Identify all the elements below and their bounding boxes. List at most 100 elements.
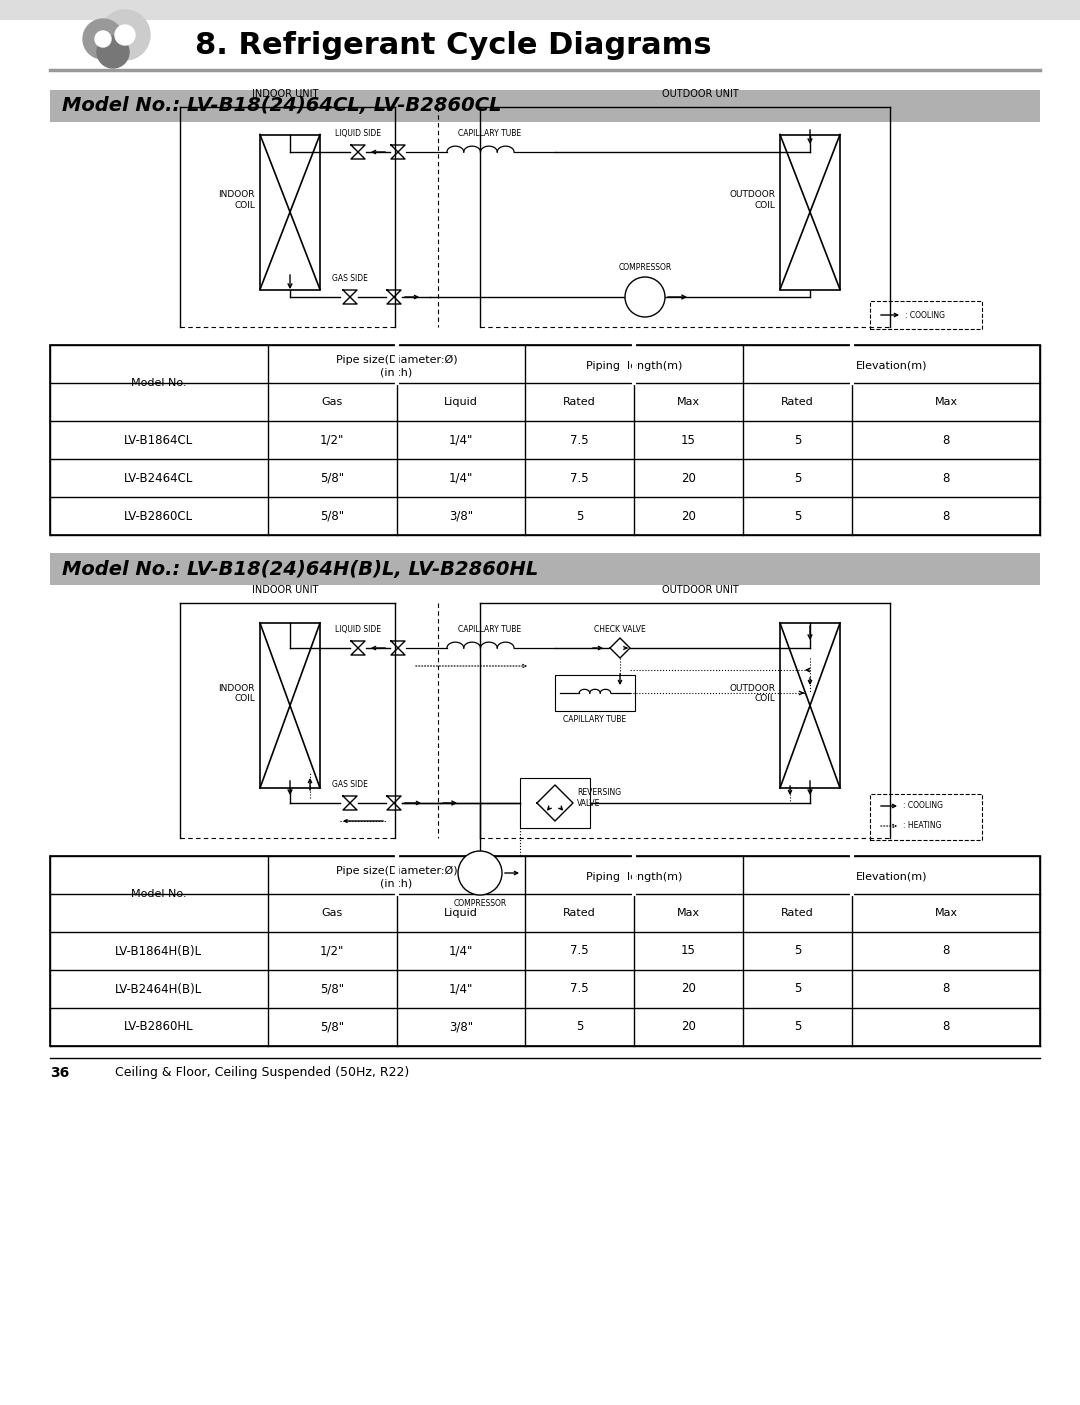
Text: GAS SIDE: GAS SIDE (332, 780, 368, 790)
Text: 5/8": 5/8" (320, 1020, 345, 1034)
Text: OUTDOOR UNIT: OUTDOOR UNIT (662, 584, 739, 594)
Text: 36: 36 (50, 1066, 69, 1080)
Circle shape (458, 851, 502, 895)
Text: (inch): (inch) (380, 878, 413, 888)
Text: 5/8": 5/8" (320, 510, 345, 523)
Text: Rated: Rated (781, 908, 814, 917)
Text: OUTDOOR
COIL: OUTDOOR COIL (729, 684, 775, 702)
Text: 7.5: 7.5 (570, 472, 589, 485)
Text: 8: 8 (942, 982, 949, 996)
Bar (780, 135, 840, 289)
Text: LIQUID SIDE: LIQUID SIDE (335, 625, 381, 634)
Text: 7.5: 7.5 (570, 944, 589, 957)
Text: Model No.: LV-B18(24)64H(B)L, LV-B2860HL: Model No.: LV-B18(24)64H(B)L, LV-B2860HL (62, 559, 538, 579)
Bar (260, 135, 320, 289)
Bar (555, 674, 635, 711)
Text: : HEATING: : HEATING (903, 822, 942, 830)
Text: LV-B1864CL: LV-B1864CL (124, 434, 193, 447)
Text: 3/8": 3/8" (449, 1020, 473, 1034)
Text: Model No.: Model No. (131, 378, 187, 388)
Text: Pipe size(Diameter:Ø): Pipe size(Diameter:Ø) (336, 865, 457, 875)
Text: 1/2": 1/2" (320, 434, 345, 447)
Text: Elevation(m): Elevation(m) (855, 873, 928, 882)
Text: LV-B2860HL: LV-B2860HL (124, 1020, 193, 1034)
Text: 5: 5 (794, 982, 801, 996)
Text: 8: 8 (942, 944, 949, 957)
Text: 5: 5 (794, 944, 801, 957)
Bar (870, 301, 982, 329)
Circle shape (97, 37, 129, 67)
Circle shape (114, 25, 135, 45)
Text: 8: 8 (942, 434, 949, 447)
Text: 15: 15 (681, 434, 696, 447)
Text: Pipe size(Diameter:Ø): Pipe size(Diameter:Ø) (336, 354, 457, 364)
Text: LV-B2464CL: LV-B2464CL (124, 472, 193, 485)
Bar (50, 346, 1040, 535)
Text: 20: 20 (681, 1020, 696, 1034)
Text: LV-B1864H(B)L: LV-B1864H(B)L (116, 944, 202, 957)
Text: Rated: Rated (564, 398, 596, 407)
Text: 7.5: 7.5 (570, 982, 589, 996)
Text: : COOLING: : COOLING (903, 801, 943, 811)
Text: LIQUID SIDE: LIQUID SIDE (335, 129, 381, 138)
Text: CAPILLARY TUBE: CAPILLARY TUBE (458, 129, 522, 138)
Text: INDOOR
COIL: INDOOR COIL (218, 190, 255, 209)
Text: 1/4": 1/4" (448, 982, 473, 996)
Text: (inch): (inch) (380, 367, 413, 378)
Text: 5/8": 5/8" (320, 472, 345, 485)
Text: 7.5: 7.5 (570, 434, 589, 447)
Text: 1/2": 1/2" (320, 944, 345, 957)
Text: 5: 5 (794, 1020, 801, 1034)
Text: 5: 5 (794, 510, 801, 523)
Bar (519, 778, 590, 828)
Text: GAS SIDE: GAS SIDE (332, 274, 368, 282)
Text: 5/8": 5/8" (320, 982, 345, 996)
Text: CAPILLARY TUBE: CAPILLARY TUBE (458, 625, 522, 634)
Text: 8: 8 (942, 472, 949, 485)
Text: 5: 5 (576, 1020, 583, 1034)
Text: 20: 20 (681, 472, 696, 485)
Text: Max: Max (934, 398, 958, 407)
Text: Liquid: Liquid (444, 398, 477, 407)
Text: INDOOR UNIT: INDOOR UNIT (252, 584, 319, 594)
Text: Liquid: Liquid (444, 908, 477, 917)
Text: 1/4": 1/4" (448, 434, 473, 447)
Text: Ceiling & Floor, Ceiling Suspended (50Hz, R22): Ceiling & Floor, Ceiling Suspended (50Hz… (114, 1066, 409, 1079)
Text: REVERSING
VALVE: REVERSING VALVE (577, 788, 621, 808)
Circle shape (83, 20, 123, 59)
Text: 8: 8 (942, 1020, 949, 1034)
Bar (780, 622, 840, 788)
Text: 20: 20 (681, 510, 696, 523)
Text: Piping  length(m): Piping length(m) (586, 873, 683, 882)
Circle shape (95, 31, 111, 46)
Text: 20: 20 (681, 982, 696, 996)
Text: COMPRESSOR: COMPRESSOR (619, 263, 672, 273)
Text: Gas: Gas (322, 908, 342, 917)
Text: 15: 15 (681, 944, 696, 957)
Text: LV-B2464H(B)L: LV-B2464H(B)L (116, 982, 203, 996)
Text: Model No.: LV-B18(24)64CL, LV-B2860CL: Model No.: LV-B18(24)64CL, LV-B2860CL (62, 97, 501, 115)
Text: CAPILLARY TUBE: CAPILLARY TUBE (564, 715, 626, 724)
Text: OUTDOOR UNIT: OUTDOOR UNIT (662, 89, 739, 98)
Text: Piping  length(m): Piping length(m) (586, 361, 683, 371)
Bar (260, 622, 320, 788)
Text: : COOLING: : COOLING (905, 311, 945, 319)
Text: Elevation(m): Elevation(m) (855, 361, 928, 371)
Text: 3/8": 3/8" (449, 510, 473, 523)
Text: INDOOR
COIL: INDOOR COIL (218, 684, 255, 702)
Text: Max: Max (677, 908, 700, 917)
Text: INDOOR UNIT: INDOOR UNIT (252, 89, 319, 98)
Text: Max: Max (934, 908, 958, 917)
Text: Model No.: Model No. (131, 889, 187, 899)
Bar (0, 0, 1080, 20)
Text: 5: 5 (794, 434, 801, 447)
Text: 5: 5 (576, 510, 583, 523)
Text: Rated: Rated (564, 908, 596, 917)
Text: 8. Refrigerant Cycle Diagrams: 8. Refrigerant Cycle Diagrams (195, 31, 712, 59)
Text: Rated: Rated (781, 398, 814, 407)
Circle shape (625, 277, 665, 318)
Text: COMPRESSOR: COMPRESSOR (454, 899, 507, 908)
Text: Gas: Gas (322, 398, 342, 407)
Text: Max: Max (677, 398, 700, 407)
Bar (870, 794, 982, 840)
